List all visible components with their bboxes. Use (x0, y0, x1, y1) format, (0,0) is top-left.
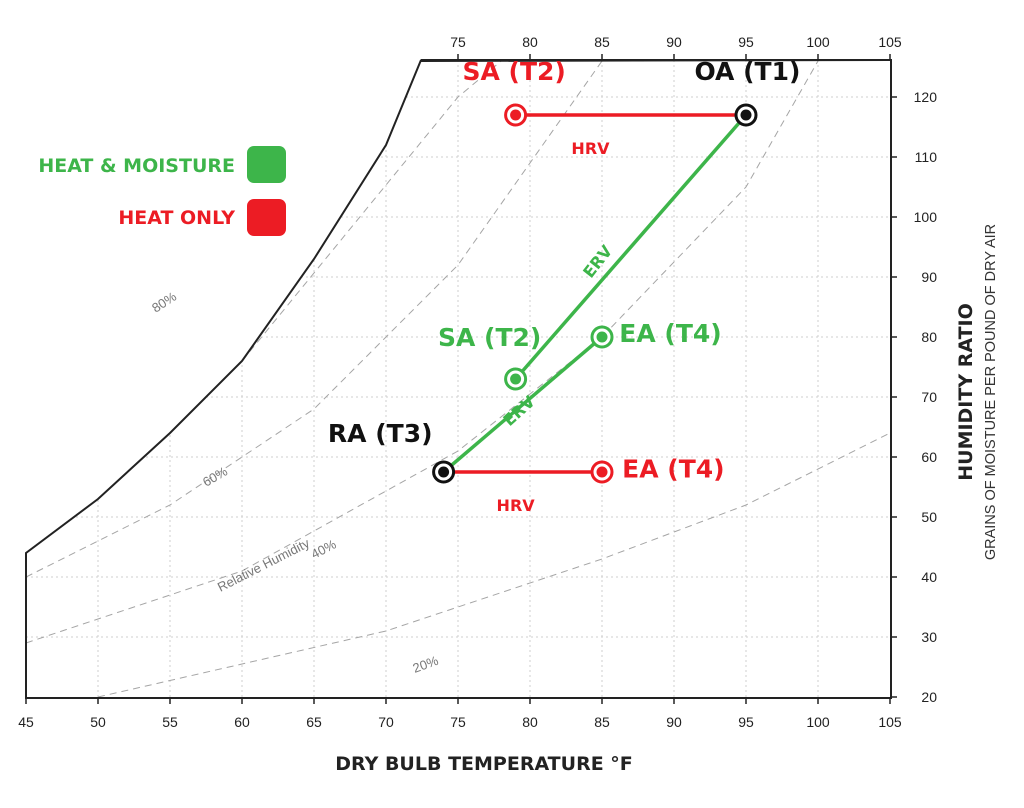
x-axis-title: DRY BULB TEMPERATURE °F (335, 753, 633, 775)
point-sa_erv-dot (510, 373, 522, 385)
y-tick-label: 20 (921, 689, 937, 705)
point-ea_erv-dot (596, 331, 608, 343)
rh-label: 40% (309, 536, 339, 561)
process-label-hrv: HRV (571, 139, 610, 158)
x-tick-label: 95 (738, 714, 754, 730)
saturation-curve (25, 58, 892, 699)
process-line-erv-3 (442, 335, 604, 474)
process-label-erv: ERV (579, 241, 616, 281)
rh-curve-group (26, 60, 891, 698)
label-ea_erv: EA (T4) (619, 319, 721, 348)
legend-heat-moisture-label: HEAT & MOISTURE (38, 155, 235, 177)
x-tick-label: 90 (666, 714, 682, 730)
x-tick-label: 80 (522, 714, 538, 730)
y-tick-label: 70 (921, 389, 937, 405)
y-axis-subtitle: GRAINS OF MOISTURE PER POUND OF DRY AIR (983, 224, 999, 560)
x-tick-label: 105 (878, 714, 902, 730)
x-tick-label: 60 (234, 714, 250, 730)
y-tick-label: 120 (914, 89, 938, 105)
chart-frame (25, 58, 892, 699)
rh-label: 20% (411, 653, 441, 676)
point-oa-dot (740, 109, 752, 121)
label-oa: OA (T1) (694, 57, 800, 86)
saturation-mask (24, 58, 421, 697)
state-points (432, 103, 758, 484)
process-label-hrv: HRV (497, 496, 536, 515)
x-top-tick-label: 80 (522, 34, 538, 50)
label-ea_hrv: EA (T4) (622, 454, 724, 483)
x-top-tick-label: 105 (878, 34, 902, 50)
x-tick-label: 100 (806, 714, 830, 730)
x-tick-label: 70 (378, 714, 394, 730)
y-tick-label: 90 (921, 269, 937, 285)
x-top-tick-label: 90 (666, 34, 682, 50)
rh-caption: Relative Humidity (215, 535, 312, 595)
y-tick-label: 40 (921, 569, 937, 585)
x-tick-label: 85 (594, 714, 610, 730)
point-sa_hrv-dot (510, 109, 522, 121)
process-line-erv-2 (514, 113, 748, 381)
rh-curve (241, 60, 502, 362)
axis-ticks: 45 50 55 60 65 70 75 80 85 90 95 100 105 75 80 85 90 95 10… (18, 34, 937, 730)
rh-curve (26, 60, 819, 644)
y-tick-label: 60 (921, 449, 937, 465)
y-tick-label: 100 (914, 209, 938, 225)
y-tick-label: 50 (921, 509, 937, 525)
point-ra-dot (438, 466, 450, 478)
process-lines (442, 113, 748, 474)
y-tick-label: 30 (921, 629, 937, 645)
label-ra: RA (T3) (328, 419, 433, 448)
x-tick-label: 55 (162, 714, 178, 730)
x-top-tick-label: 100 (806, 34, 830, 50)
label-sa_hrv: SA (T2) (462, 57, 565, 86)
x-tick-label: 45 (18, 714, 34, 730)
relative-humidity-curves: 80%60%40%20%Relative Humidity (24, 58, 891, 698)
x-tick-label: 75 (450, 714, 466, 730)
x-tick-label: 65 (306, 714, 322, 730)
y-tick-label: 110 (915, 149, 938, 165)
legend-heat-only-swatch (247, 199, 286, 236)
point-ea_hrv-dot (596, 466, 608, 478)
x-top-tick-label: 85 (594, 34, 610, 50)
legend-heat-moisture-swatch (247, 146, 286, 183)
rh-curve (97, 432, 891, 698)
legend-heat-only-label: HEAT ONLY (118, 207, 235, 229)
x-top-tick-label: 95 (738, 34, 754, 50)
x-top-tick-label: 75 (450, 34, 466, 50)
y-axis-title: HUMIDITY RATIO (955, 303, 977, 481)
y-tick-label: 80 (921, 329, 937, 345)
x-tick-label: 50 (90, 714, 106, 730)
label-sa_erv: SA (T2) (438, 323, 541, 352)
legend: HEAT & MOISTURE HEAT ONLY (38, 146, 286, 236)
